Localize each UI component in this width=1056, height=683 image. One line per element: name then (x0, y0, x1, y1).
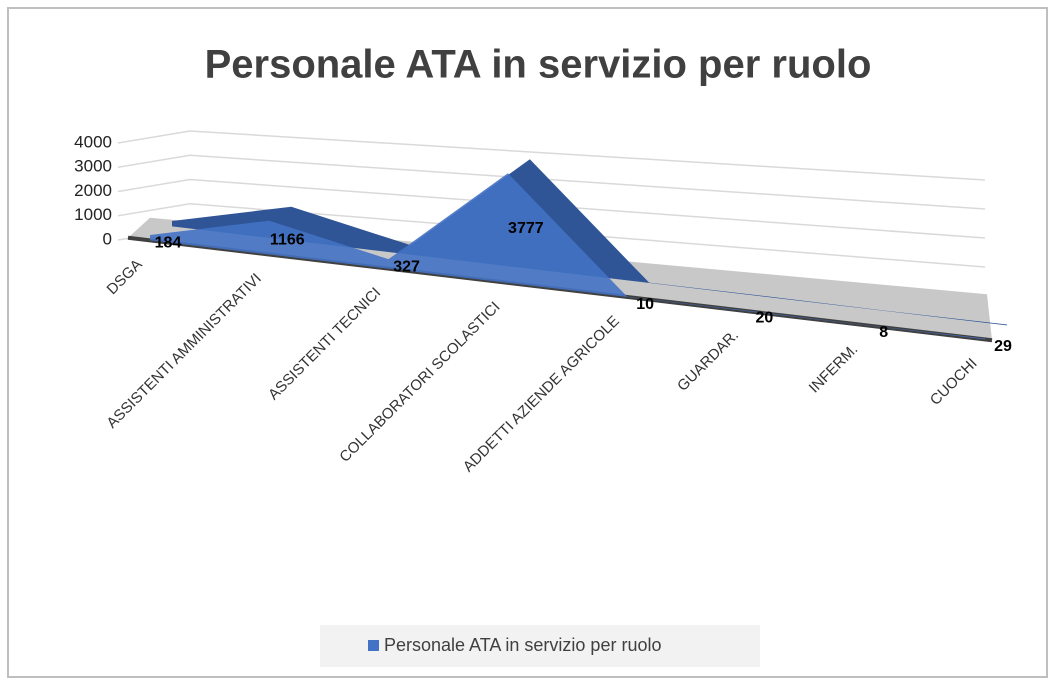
grid-line (117, 178, 986, 239)
legend-swatch (368, 640, 379, 651)
data-label: 20 (756, 310, 774, 327)
grid-line (117, 154, 986, 210)
area-back (172, 159, 1007, 326)
chart-frame (7, 7, 1048, 678)
y-tick-label: 3000 (74, 157, 112, 176)
data-label: 1166 (270, 232, 305, 249)
data-label: 327 (393, 258, 420, 275)
y-tick-label: 1000 (74, 205, 112, 224)
chart-title: Personale ATA in servizio per ruolo (205, 43, 872, 87)
y-tick-label: 0 (103, 229, 112, 248)
area (150, 173, 985, 340)
legend-box (320, 625, 760, 667)
data-label: 8 (879, 324, 888, 341)
grid-line (117, 202, 986, 268)
data-label: 184 (155, 234, 182, 251)
y-tick-label: 4000 (74, 132, 112, 151)
y-tick-label: 2000 (74, 181, 112, 200)
legend-label: Personale ATA in servizio per ruolo (384, 635, 661, 655)
data-label: 29 (994, 338, 1012, 355)
grid-line (117, 130, 986, 181)
data-label: 10 (636, 296, 654, 313)
data-label: 3777 (508, 220, 544, 237)
